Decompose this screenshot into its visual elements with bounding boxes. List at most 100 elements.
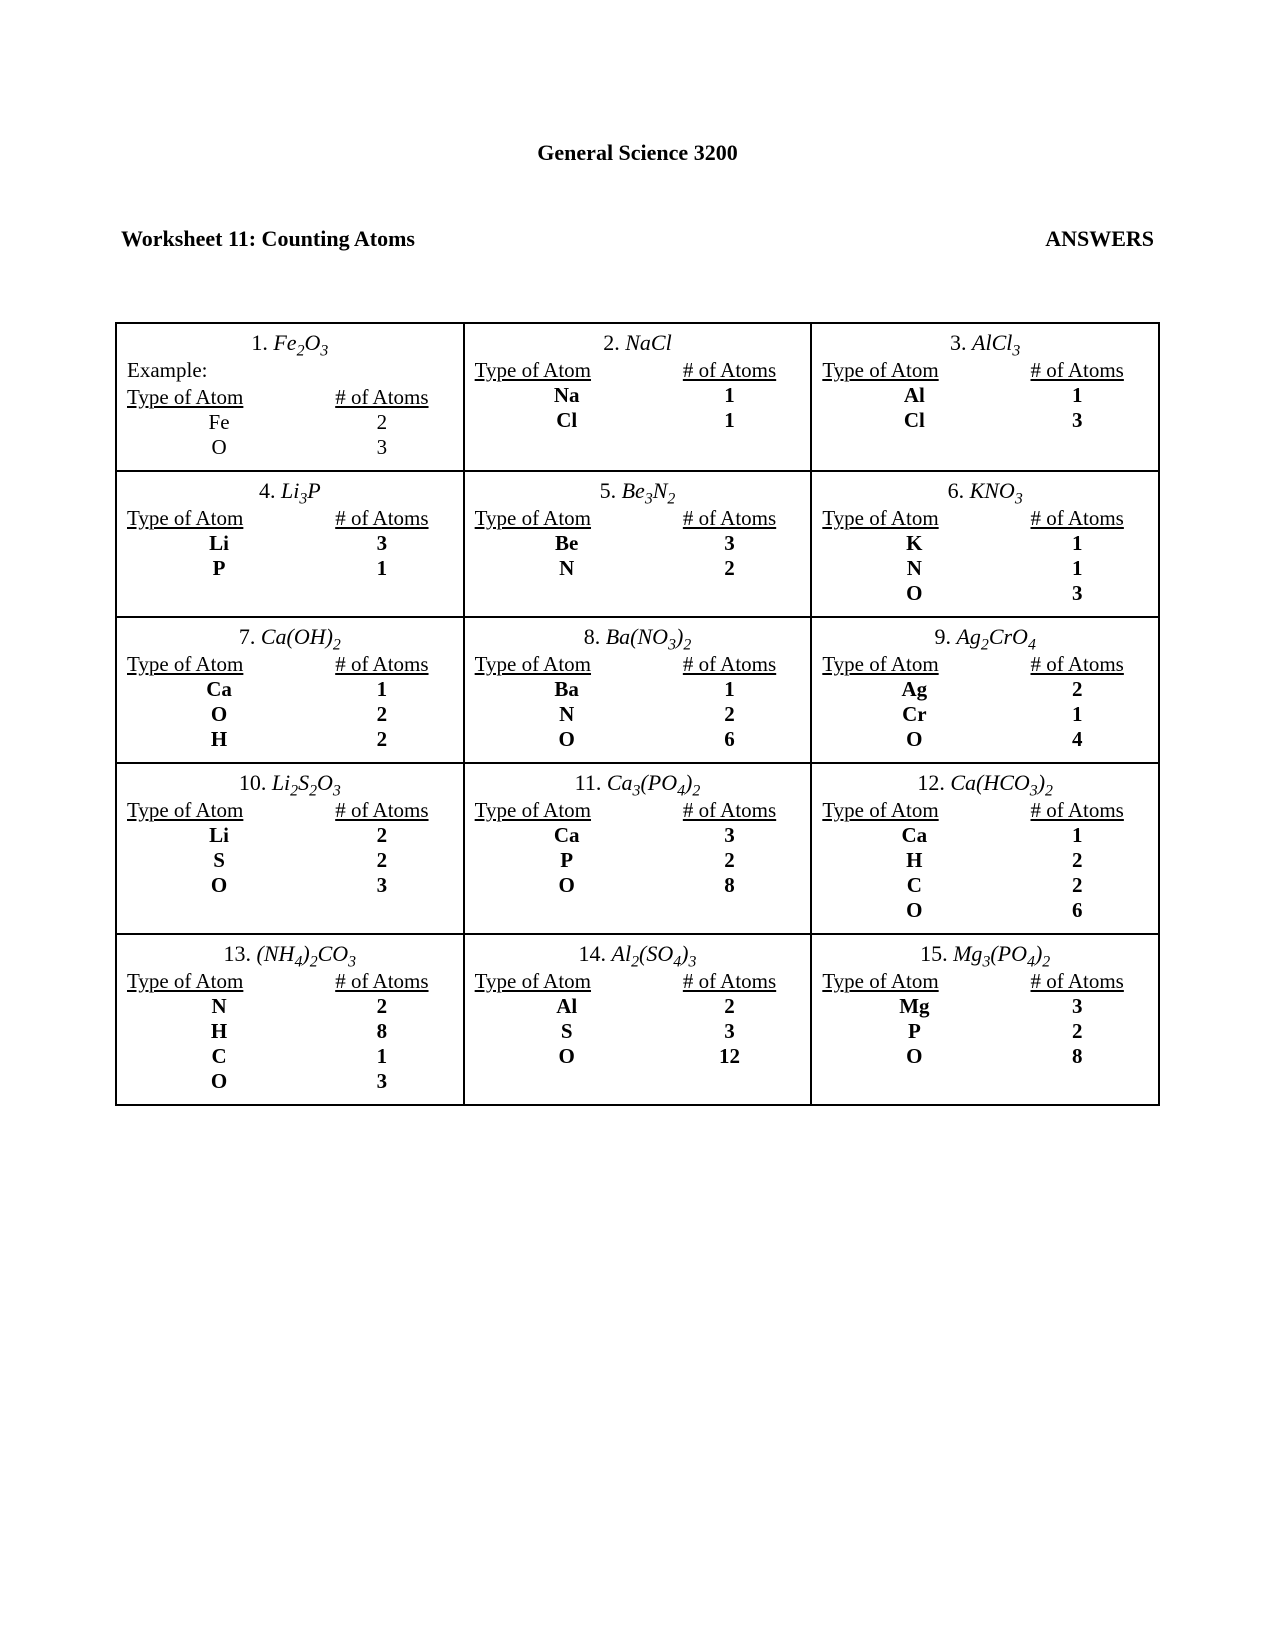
col-count-header: # of Atoms xyxy=(311,506,453,531)
problem-formula: 3. AlCl3 xyxy=(822,330,1148,356)
atom-row: H8 xyxy=(127,1019,453,1044)
atom-count: 2 xyxy=(1006,677,1148,702)
atom-count: 8 xyxy=(311,1019,453,1044)
atom-type: O xyxy=(822,727,1006,752)
col-type-header: Type of Atom xyxy=(127,506,311,531)
atom-table: Type of Atom# of AtomsFe2O3 xyxy=(127,385,453,460)
atom-row: O3 xyxy=(127,435,453,460)
atom-row: Mg3 xyxy=(822,994,1148,1019)
atom-table: Type of Atom# of AtomsLi3P1 xyxy=(127,506,453,581)
atom-row: Ca3 xyxy=(475,823,801,848)
atom-count: 12 xyxy=(659,1044,801,1069)
atom-count: 3 xyxy=(1006,994,1148,1019)
problem-formula: 8. Ba(NO3)2 xyxy=(475,624,801,650)
atom-row: O8 xyxy=(822,1044,1148,1069)
atom-count: 1 xyxy=(311,556,453,581)
col-type-header: Type of Atom xyxy=(822,358,1006,383)
atom-row: N2 xyxy=(127,994,453,1019)
col-count-header: # of Atoms xyxy=(659,798,801,823)
problem-cell: 3. AlCl3Type of Atom# of AtomsAl1Cl3 xyxy=(811,323,1159,471)
col-count-header: # of Atoms xyxy=(1006,969,1148,994)
atom-table: Type of Atom# of AtomsCa1O2H2 xyxy=(127,652,453,752)
atom-count: 3 xyxy=(311,435,453,460)
atom-count: 1 xyxy=(1006,823,1148,848)
atom-row: O4 xyxy=(822,727,1148,752)
atom-table: Type of Atom# of AtomsBe3N2 xyxy=(475,506,801,581)
atom-table: Type of Atom# of AtomsAl2S3O12 xyxy=(475,969,801,1069)
problem-cell: 6. KNO3Type of Atom# of AtomsK1N1O3 xyxy=(811,471,1159,617)
atom-type: C xyxy=(127,1044,311,1069)
problem-cell: 11. Ca3(PO4)2Type of Atom# of AtomsCa3P2… xyxy=(464,763,812,934)
col-count-header: # of Atoms xyxy=(1006,506,1148,531)
atom-row: N2 xyxy=(475,702,801,727)
atom-type: H xyxy=(822,848,1006,873)
atom-count: 1 xyxy=(659,677,801,702)
atom-count: 2 xyxy=(311,410,453,435)
atom-type: Al xyxy=(822,383,1006,408)
atom-table-header: Type of Atom# of Atoms xyxy=(127,506,453,531)
atom-type: Mg xyxy=(822,994,1006,1019)
atom-count: 1 xyxy=(311,677,453,702)
atom-row: Al1 xyxy=(822,383,1148,408)
problem-cell: 4. Li3PType of Atom# of AtomsLi3P1 xyxy=(116,471,464,617)
atom-type: N xyxy=(127,994,311,1019)
atom-table-header: Type of Atom# of Atoms xyxy=(822,358,1148,383)
atom-count: 1 xyxy=(659,383,801,408)
col-type-header: Type of Atom xyxy=(127,969,311,994)
atom-count: 3 xyxy=(659,1019,801,1044)
atom-type: K xyxy=(822,531,1006,556)
atom-row: Ca1 xyxy=(127,677,453,702)
col-type-header: Type of Atom xyxy=(822,798,1006,823)
atom-row: P1 xyxy=(127,556,453,581)
col-count-header: # of Atoms xyxy=(311,969,453,994)
atom-table: Type of Atom# of AtomsMg3P2O8 xyxy=(822,969,1148,1069)
atom-type: Li xyxy=(127,531,311,556)
problem-cell: 10. Li2S2O3Type of Atom# of AtomsLi2S2O3 xyxy=(116,763,464,934)
atom-type: O xyxy=(475,873,659,898)
atom-table-header: Type of Atom# of Atoms xyxy=(127,798,453,823)
atom-table: Type of Atom# of AtomsCa1H2C2O6 xyxy=(822,798,1148,923)
atom-type: O xyxy=(127,873,311,898)
problem-cell: 8. Ba(NO3)2Type of Atom# of AtomsBa1N2O6 xyxy=(464,617,812,763)
atom-table-header: Type of Atom# of Atoms xyxy=(822,506,1148,531)
atom-row: P2 xyxy=(822,1019,1148,1044)
atom-type: N xyxy=(475,556,659,581)
problem-formula: 10. Li2S2O3 xyxy=(127,770,453,796)
problem-formula: 4. Li3P xyxy=(127,478,453,504)
atom-count: 1 xyxy=(1006,383,1148,408)
atom-row: O6 xyxy=(822,898,1148,923)
atom-table: Type of Atom# of AtomsBa1N2O6 xyxy=(475,652,801,752)
problem-cell: 2. NaClType of Atom# of AtomsNa1Cl1 xyxy=(464,323,812,471)
atom-row: O12 xyxy=(475,1044,801,1069)
problem-formula: 2. NaCl xyxy=(475,330,801,356)
col-count-header: # of Atoms xyxy=(311,798,453,823)
atom-row: S3 xyxy=(475,1019,801,1044)
col-type-header: Type of Atom xyxy=(475,358,659,383)
atom-row: O3 xyxy=(127,1069,453,1094)
col-type-header: Type of Atom xyxy=(475,506,659,531)
problem-formula: 12. Ca(HCO3)2 xyxy=(822,770,1148,796)
atom-table-header: Type of Atom# of Atoms xyxy=(127,969,453,994)
atom-row: Be3 xyxy=(475,531,801,556)
atom-row: H2 xyxy=(822,848,1148,873)
problem-grid: 1. Fe2O3Example:Type of Atom# of AtomsFe… xyxy=(115,322,1160,1106)
atom-type: Na xyxy=(475,383,659,408)
atom-count: 2 xyxy=(1006,1019,1148,1044)
atom-type: O xyxy=(822,1044,1006,1069)
atom-count: 1 xyxy=(311,1044,453,1069)
atom-table-header: Type of Atom# of Atoms xyxy=(822,798,1148,823)
atom-table: Type of Atom# of AtomsAg2Cr1O4 xyxy=(822,652,1148,752)
atom-type: Ca xyxy=(475,823,659,848)
problem-cell: 9. Ag2CrO4Type of Atom# of AtomsAg2Cr1O4 xyxy=(811,617,1159,763)
problem-formula: 14. Al2(SO4)3 xyxy=(475,941,801,967)
problem-formula: 5. Be3N2 xyxy=(475,478,801,504)
atom-count: 1 xyxy=(1006,702,1148,727)
atom-type: O xyxy=(127,1069,311,1094)
col-count-header: # of Atoms xyxy=(1006,358,1148,383)
atom-table-header: Type of Atom# of Atoms xyxy=(127,652,453,677)
atom-table-header: Type of Atom# of Atoms xyxy=(127,385,453,410)
atom-count: 1 xyxy=(1006,556,1148,581)
atom-type: S xyxy=(475,1019,659,1044)
answers-label: ANSWERS xyxy=(1045,226,1154,252)
col-type-header: Type of Atom xyxy=(127,798,311,823)
